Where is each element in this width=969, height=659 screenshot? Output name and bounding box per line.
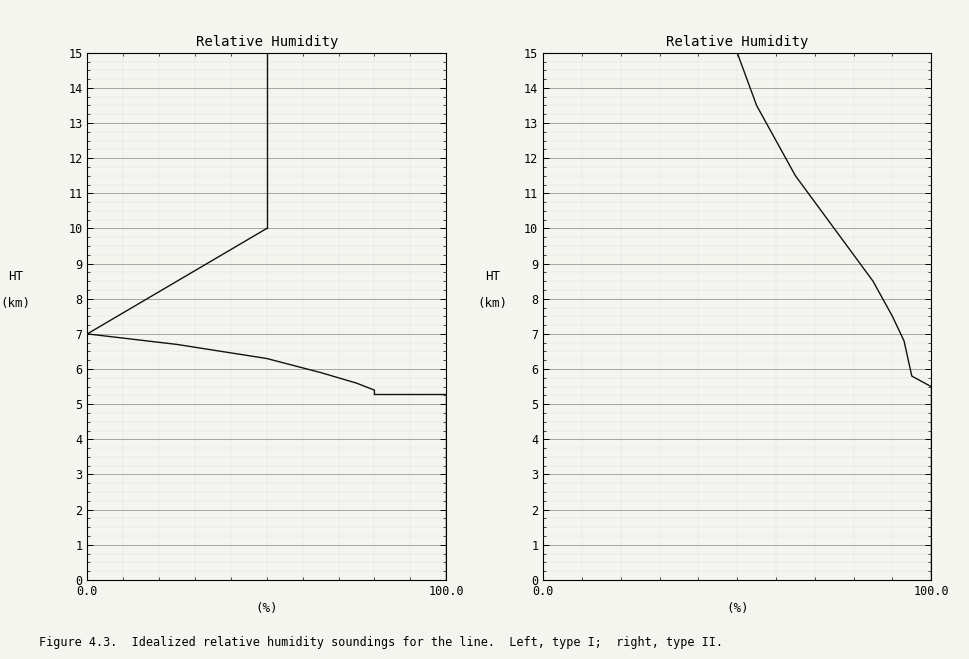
Text: (km): (km) (478, 297, 507, 310)
Text: HT: HT (484, 270, 500, 283)
X-axis label: (%): (%) (725, 602, 748, 615)
Title: Relative Humidity: Relative Humidity (196, 35, 337, 49)
Text: Figure 4.3.  Idealized relative humidity soundings for the line.  Left, type I; : Figure 4.3. Idealized relative humidity … (39, 636, 722, 649)
Title: Relative Humidity: Relative Humidity (666, 35, 807, 49)
Text: (km): (km) (1, 297, 30, 310)
Text: HT: HT (8, 270, 23, 283)
X-axis label: (%): (%) (255, 602, 278, 615)
